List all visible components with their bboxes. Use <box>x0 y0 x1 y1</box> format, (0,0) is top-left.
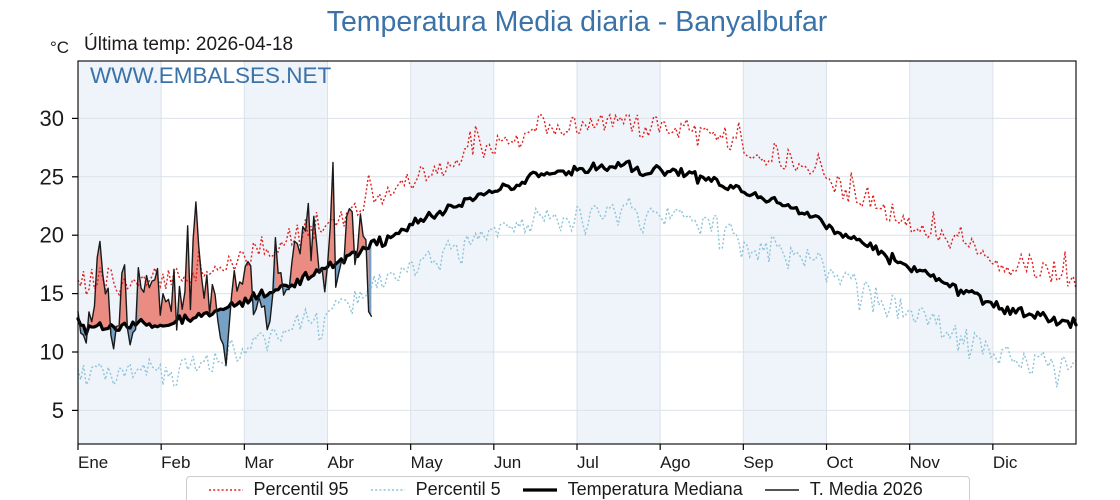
svg-text:25: 25 <box>40 164 64 189</box>
svg-text:15: 15 <box>40 281 64 306</box>
svg-text:Dic: Dic <box>993 453 1018 472</box>
svg-text:Feb: Feb <box>161 453 190 472</box>
svg-text:5: 5 <box>52 398 64 423</box>
svg-text:20: 20 <box>40 223 64 248</box>
svg-text:Ago: Ago <box>660 453 690 472</box>
svg-text:Jun: Jun <box>494 453 521 472</box>
svg-text:May: May <box>411 453 444 472</box>
svg-text:Ene: Ene <box>78 453 108 472</box>
svg-text:Sep: Sep <box>743 453 773 472</box>
svg-text:Jul: Jul <box>577 453 599 472</box>
svg-text:Oct: Oct <box>827 453 854 472</box>
svg-text:Mar: Mar <box>244 453 274 472</box>
svg-text:30: 30 <box>40 106 64 131</box>
svg-text:Abr: Abr <box>328 453 355 472</box>
svg-text:Nov: Nov <box>910 453 941 472</box>
svg-text:10: 10 <box>40 340 64 365</box>
